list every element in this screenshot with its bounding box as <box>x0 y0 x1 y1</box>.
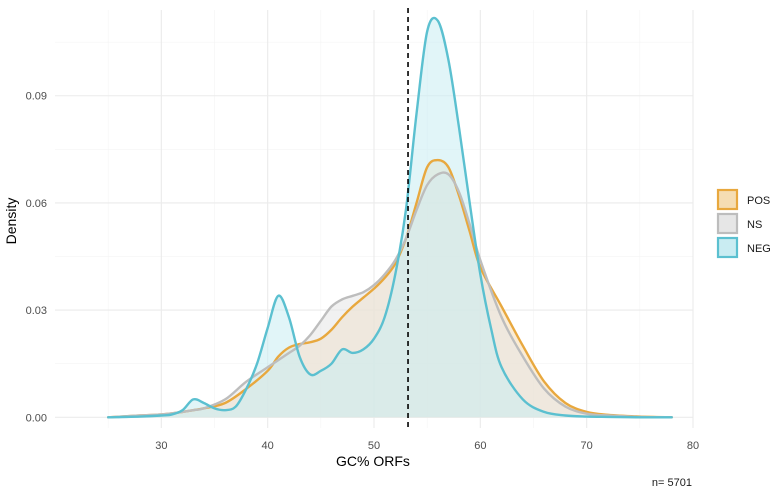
y-tick-label: 0.03 <box>26 305 47 317</box>
line-pos <box>106 158 673 419</box>
y-tick-label: 0.06 <box>26 198 47 210</box>
y-axis-title: Density <box>3 198 19 245</box>
x-tick-label: 30 <box>155 440 167 452</box>
legend-label-pos: POS <box>747 195 770 207</box>
x-tick-label: 80 <box>687 440 699 452</box>
legend: POS NS NEG <box>716 188 771 259</box>
y-tick-label: 0.09 <box>26 91 47 103</box>
caption: n= 5701 <box>652 477 692 489</box>
x-axis-title: GC% ORFs <box>336 453 410 469</box>
legend-key-pos <box>716 188 739 211</box>
line-ns <box>106 171 673 419</box>
legend-label-neg: NEG <box>747 243 771 255</box>
x-tick-label: 70 <box>581 440 593 452</box>
density-lines <box>106 16 673 419</box>
x-tick-label: 50 <box>368 440 380 452</box>
legend-key-ns <box>716 212 739 235</box>
area-neg <box>108 17 672 418</box>
x-tick-label: 60 <box>474 440 486 452</box>
line-neg <box>106 16 673 419</box>
legend-label-ns: NS <box>747 219 762 231</box>
x-tick-label: 40 <box>262 440 274 452</box>
y-tick-label: 0.00 <box>26 412 47 424</box>
x-axis-ticks: 30 40 50 60 70 80 <box>155 440 699 452</box>
y-axis-ticks: 0.00 0.03 0.06 0.09 <box>26 91 47 425</box>
legend-key-neg <box>716 236 739 259</box>
